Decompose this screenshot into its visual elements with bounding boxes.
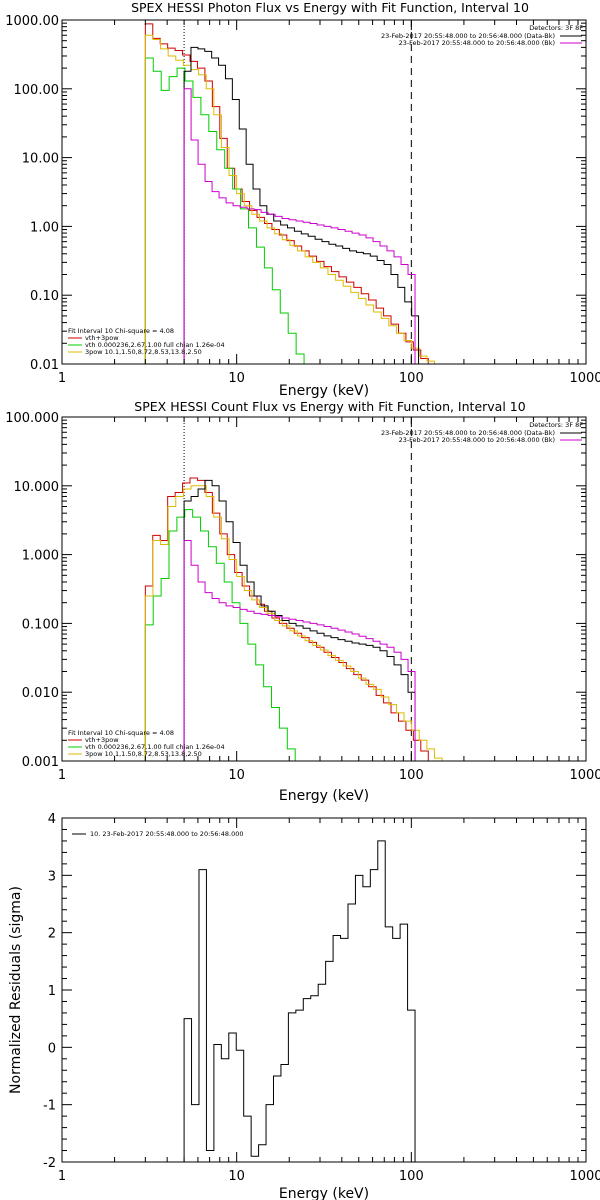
residuals-ylabel: Normalized Residuals (sigma) [8,886,24,1094]
photon-flux-panel: SPEX HESSI Photon Flux vs Energy with Fi… [5,0,600,399]
photon-flux-ytick-label: 0.01 [30,358,59,373]
photon-flux-series-vth [144,57,313,364]
photon-flux-series-bk [183,88,416,364]
count-flux-detectors: Detectors: 3F 8F [529,421,583,429]
count-flux-panel: SPEX HESSI Count Flux vs Energy with Fit… [5,399,600,804]
photon-flux-plot-frame [61,19,587,365]
photon-flux-ytick-label: 10.00 [22,152,59,167]
residuals-ytick-label: 3 [48,869,56,884]
photon-flux-ytick-label: 1000.00 [5,14,59,29]
residuals-ytick-label: -2 [43,1156,56,1171]
photon-flux-legend-entry: vth+3pow [85,334,119,342]
count-flux-xtick-label: 10 [228,768,245,783]
residuals-plot-frame [61,817,587,1163]
residuals-ytick-label: 0 [48,1041,56,1056]
count-flux-series-3pow [144,485,443,761]
residuals-legend: 10. 23-Feb-2017 20:55:48.000 to 20:56:48… [72,830,243,838]
count-flux-plot-frame [61,416,587,762]
photon-flux-title: SPEX HESSI Photon Flux vs Energy with Fi… [131,0,529,15]
photon-flux-xtick-label: 100 [399,371,424,386]
count-flux-legend-entry: vth+3pow [85,736,119,744]
photon-flux-ytick-label: 100.00 [14,83,60,98]
photon-flux-xlabel: Energy (keV) [279,383,369,399]
count-flux-title: SPEX HESSI Count Flux vs Energy with Fit… [134,399,525,414]
count-flux-series-data-bk [183,479,416,761]
count-flux-legend-left: Fit Interval 10 Chi-square = 4.08 vth+3p… [68,729,225,758]
photon-flux-legend-right: Detectors: 3F 8F 23-Feb-2017 20:55:48.00… [381,24,583,47]
count-flux-legend-entry: 3pow 10.1,1.50,8.72,8.53,13.8,2.50 [85,750,202,758]
residuals-xtick-label: 100 [399,1169,424,1184]
residuals-legend-label: 10. 23-Feb-2017 20:55:48.000 to 20:56:48… [90,830,243,838]
residuals-xtick-label: 1000 [569,1169,600,1184]
count-flux-series-vth-3pow [144,477,429,761]
photon-flux-ytick-label: 1.00 [30,220,59,235]
photon-flux-legend-entry: vth 0.000236,2.67,1.00 full chian 1.26e-… [85,341,225,349]
photon-flux-series-data-bk [183,46,420,364]
count-flux-fit-header: Fit Interval 10 Chi-square = 4.08 [68,729,174,737]
count-flux-series-bk [183,540,416,761]
count-flux-ytick-label: 0.100 [22,617,59,632]
count-flux-legend-right: Detectors: 3F 8F 23-Feb-2017 20:55:48.00… [381,421,583,444]
count-flux-xlabel: Energy (keV) [279,788,369,804]
count-flux-legend-entry: vth 0.000236,2.67,1.00 full chian 1.26e-… [85,743,225,751]
photon-flux-legend-left: Fit Interval 10 Chi-square = 4.08 vth+3p… [68,327,225,356]
photon-flux-ytick-label: 0.10 [30,289,59,304]
residuals-ytick-label: -1 [43,1099,56,1114]
photon-flux-legend-entry: 23-Feb-2017 20:55:48.000 to 20:56:48.000… [399,39,555,47]
count-flux-legend-entry: 23-Feb-2017 20:55:48.000 to 20:56:48.000… [399,436,555,444]
residuals-ytick-label: 4 [48,812,56,827]
residuals-xtick-label: 1 [58,1169,66,1184]
count-flux-legend-entry: 23-Feb-2017 20:55:48.000 to 20:56:48.000… [381,429,555,437]
residuals-ytick-label: 1 [48,984,56,999]
count-flux-ytick-label: 1.000 [22,549,59,564]
photon-flux-series-3pow [144,34,443,364]
photon-flux-detectors: Detectors: 3F 8F [529,24,583,32]
residuals-series-10-23-feb-2017-20-55-48-000-to-20-56-48-000 [183,840,416,1162]
photon-flux-xtick-label: 1 [58,371,66,386]
residuals-panel: 1 10 100 1000 -2 -1 0 1 2 3 4 10. 23-Feb-2017 20:5… [8,812,600,1200]
photon-flux-xtick-label: 10 [228,371,245,386]
count-flux-xtick-label: 1 [58,768,66,783]
count-flux-xtick-label: 1000 [569,768,600,783]
photon-flux-xtick-label: 1000 [569,371,600,386]
photon-flux-legend-entry: 3pow 10.1,1.50,8.72,8.53,13.8,2.50 [85,348,202,356]
photon-flux-legend-entry: 23-Feb-2017 20:55:48.000 to 20:56:48.000… [381,32,555,40]
residuals-ytick-label: 2 [48,927,56,942]
count-flux-xtick-label: 100 [399,768,424,783]
count-flux-ytick-label: 0.010 [22,686,59,701]
count-flux-ytick-label: 100.000 [5,411,59,426]
count-flux-ytick-label: 10.000 [14,480,60,495]
count-flux-ytick-label: 0.001 [22,755,59,770]
residuals-xtick-label: 10 [228,1169,245,1184]
photon-flux-series-vth-3pow [144,23,429,364]
photon-flux-fit-header: Fit Interval 10 Chi-square = 4.08 [68,327,174,335]
count-flux-series-vth [144,509,304,761]
residuals-xlabel: Energy (keV) [279,1186,369,1200]
